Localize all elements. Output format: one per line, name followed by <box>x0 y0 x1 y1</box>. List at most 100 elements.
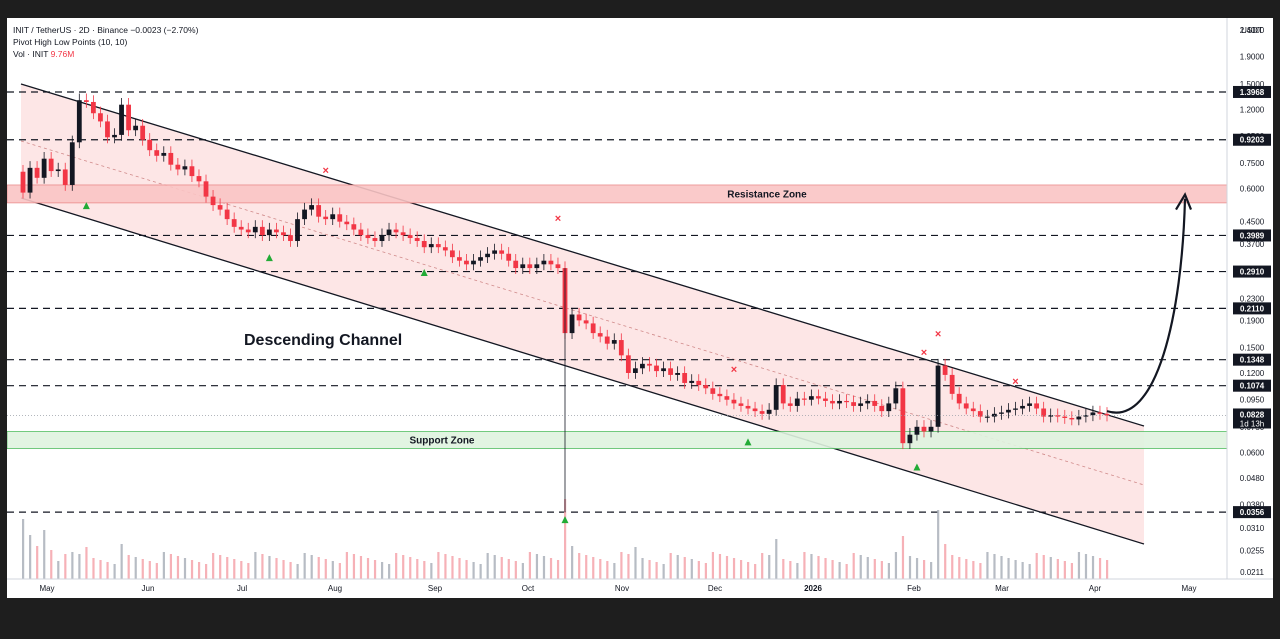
candle-body[interactable] <box>1083 415 1089 417</box>
candle-body[interactable] <box>970 408 976 412</box>
candle-body[interactable] <box>365 235 371 239</box>
candle-body[interactable] <box>147 139 153 151</box>
candle-body[interactable] <box>661 368 666 372</box>
candle-body[interactable] <box>112 134 117 138</box>
candle-body[interactable] <box>1062 416 1068 418</box>
price-chart[interactable]: Resistance Zone Support Zone 1.3968 0.9203 0… <box>7 18 1273 598</box>
candle-body[interactable] <box>569 314 575 334</box>
candle-body[interactable] <box>872 400 878 406</box>
channel-upper-line[interactable] <box>20 83 1145 427</box>
candle-body[interactable] <box>907 434 913 444</box>
candle-body[interactable] <box>949 374 955 394</box>
candle-body[interactable] <box>449 250 455 258</box>
candle-body[interactable] <box>780 385 786 404</box>
candle-body[interactable] <box>689 380 695 383</box>
support-zone[interactable] <box>7 431 1228 449</box>
candle-body[interactable] <box>62 169 68 185</box>
candle-body[interactable] <box>823 398 828 401</box>
candle-body[interactable] <box>963 403 969 409</box>
candle-body[interactable] <box>478 257 483 261</box>
candle-body[interactable] <box>921 426 927 432</box>
candle-body[interactable] <box>590 323 596 334</box>
candle-body[interactable] <box>851 402 856 406</box>
candle-body[interactable] <box>914 426 920 435</box>
candle-body[interactable] <box>738 403 744 406</box>
candle-body[interactable] <box>252 226 258 233</box>
candle-body[interactable] <box>858 403 864 406</box>
candle-body[interactable] <box>640 363 645 369</box>
candle-body[interactable] <box>302 209 307 220</box>
candle-body[interactable] <box>344 221 350 225</box>
candle-body[interactable] <box>20 171 26 193</box>
candle-body[interactable] <box>231 219 237 227</box>
candle-body[interactable] <box>583 320 589 324</box>
candle-body[interactable] <box>1069 417 1075 420</box>
candle-body[interactable] <box>1006 409 1011 413</box>
candle-body[interactable] <box>668 368 673 375</box>
candle-body[interactable] <box>210 196 216 206</box>
candle-body[interactable] <box>1097 412 1103 414</box>
candle-body[interactable] <box>98 113 103 122</box>
candle-body[interactable] <box>288 235 293 242</box>
candle-body[interactable] <box>632 368 638 373</box>
candle-body[interactable] <box>844 400 849 403</box>
candle-body[interactable] <box>830 400 835 404</box>
candle-body[interactable] <box>548 260 554 265</box>
candle-body[interactable] <box>295 219 300 242</box>
candle-body[interactable] <box>1020 405 1025 409</box>
candle-body[interactable] <box>773 385 779 410</box>
candle-body[interactable] <box>428 244 434 248</box>
candle-body[interactable] <box>182 166 188 170</box>
candle-body[interactable] <box>534 264 540 269</box>
candle-body[interactable] <box>675 372 681 375</box>
candle-body[interactable] <box>442 247 448 251</box>
candle-body[interactable] <box>224 209 230 220</box>
candle-body[interactable] <box>133 125 139 131</box>
candle-body[interactable] <box>759 411 765 414</box>
candle-body[interactable] <box>196 176 202 182</box>
candle-body[interactable] <box>625 355 631 373</box>
indicator-label[interactable]: Pivot High Low Points (10, 10) <box>13 37 128 47</box>
candle-body[interactable] <box>900 388 906 444</box>
candle-body[interactable] <box>414 238 420 242</box>
candle-body[interactable] <box>527 264 533 269</box>
candle-body[interactable] <box>175 164 181 170</box>
candle-body[interactable] <box>351 224 357 230</box>
candle-body[interactable] <box>794 398 800 406</box>
candle-body[interactable] <box>935 365 941 427</box>
candle-body[interactable] <box>984 416 990 418</box>
candle-body[interactable] <box>90 101 96 114</box>
candle-body[interactable] <box>309 205 314 210</box>
candle-body[interactable] <box>745 405 751 409</box>
candle-body[interactable] <box>266 229 272 236</box>
candle-body[interactable] <box>154 150 160 156</box>
candle-body[interactable] <box>942 365 948 375</box>
candle-body[interactable] <box>808 396 814 400</box>
candle-body[interactable] <box>724 396 730 400</box>
candle-body[interactable] <box>928 426 934 432</box>
candle-body[interactable] <box>105 121 110 138</box>
candle-body[interactable] <box>76 100 82 143</box>
candle-body[interactable] <box>69 142 75 185</box>
candle-body[interactable] <box>541 260 547 265</box>
candle-body[interactable] <box>400 232 406 236</box>
candle-body[interactable] <box>816 396 821 399</box>
candle-body[interactable] <box>977 411 983 417</box>
candle-body[interactable] <box>1090 412 1096 416</box>
candle-body[interactable] <box>703 385 709 389</box>
candle-body[interactable] <box>801 398 807 400</box>
volume-row[interactable]: Vol · INIT 9.76M <box>13 48 198 60</box>
candle-body[interactable] <box>189 166 195 177</box>
candle-body[interactable] <box>83 100 89 102</box>
candle-body[interactable] <box>281 232 286 236</box>
candle-body[interactable] <box>358 229 364 236</box>
candle-body[interactable] <box>1034 403 1040 409</box>
candle-body[interactable] <box>386 229 392 236</box>
candle-body[interactable] <box>1055 415 1061 417</box>
candle-body[interactable] <box>731 399 737 404</box>
candle-body[interactable] <box>999 412 1004 414</box>
candle-body[interactable] <box>682 372 688 383</box>
candle-body[interactable] <box>316 205 322 217</box>
candle-body[interactable] <box>274 229 279 233</box>
candle-body[interactable] <box>485 253 490 258</box>
